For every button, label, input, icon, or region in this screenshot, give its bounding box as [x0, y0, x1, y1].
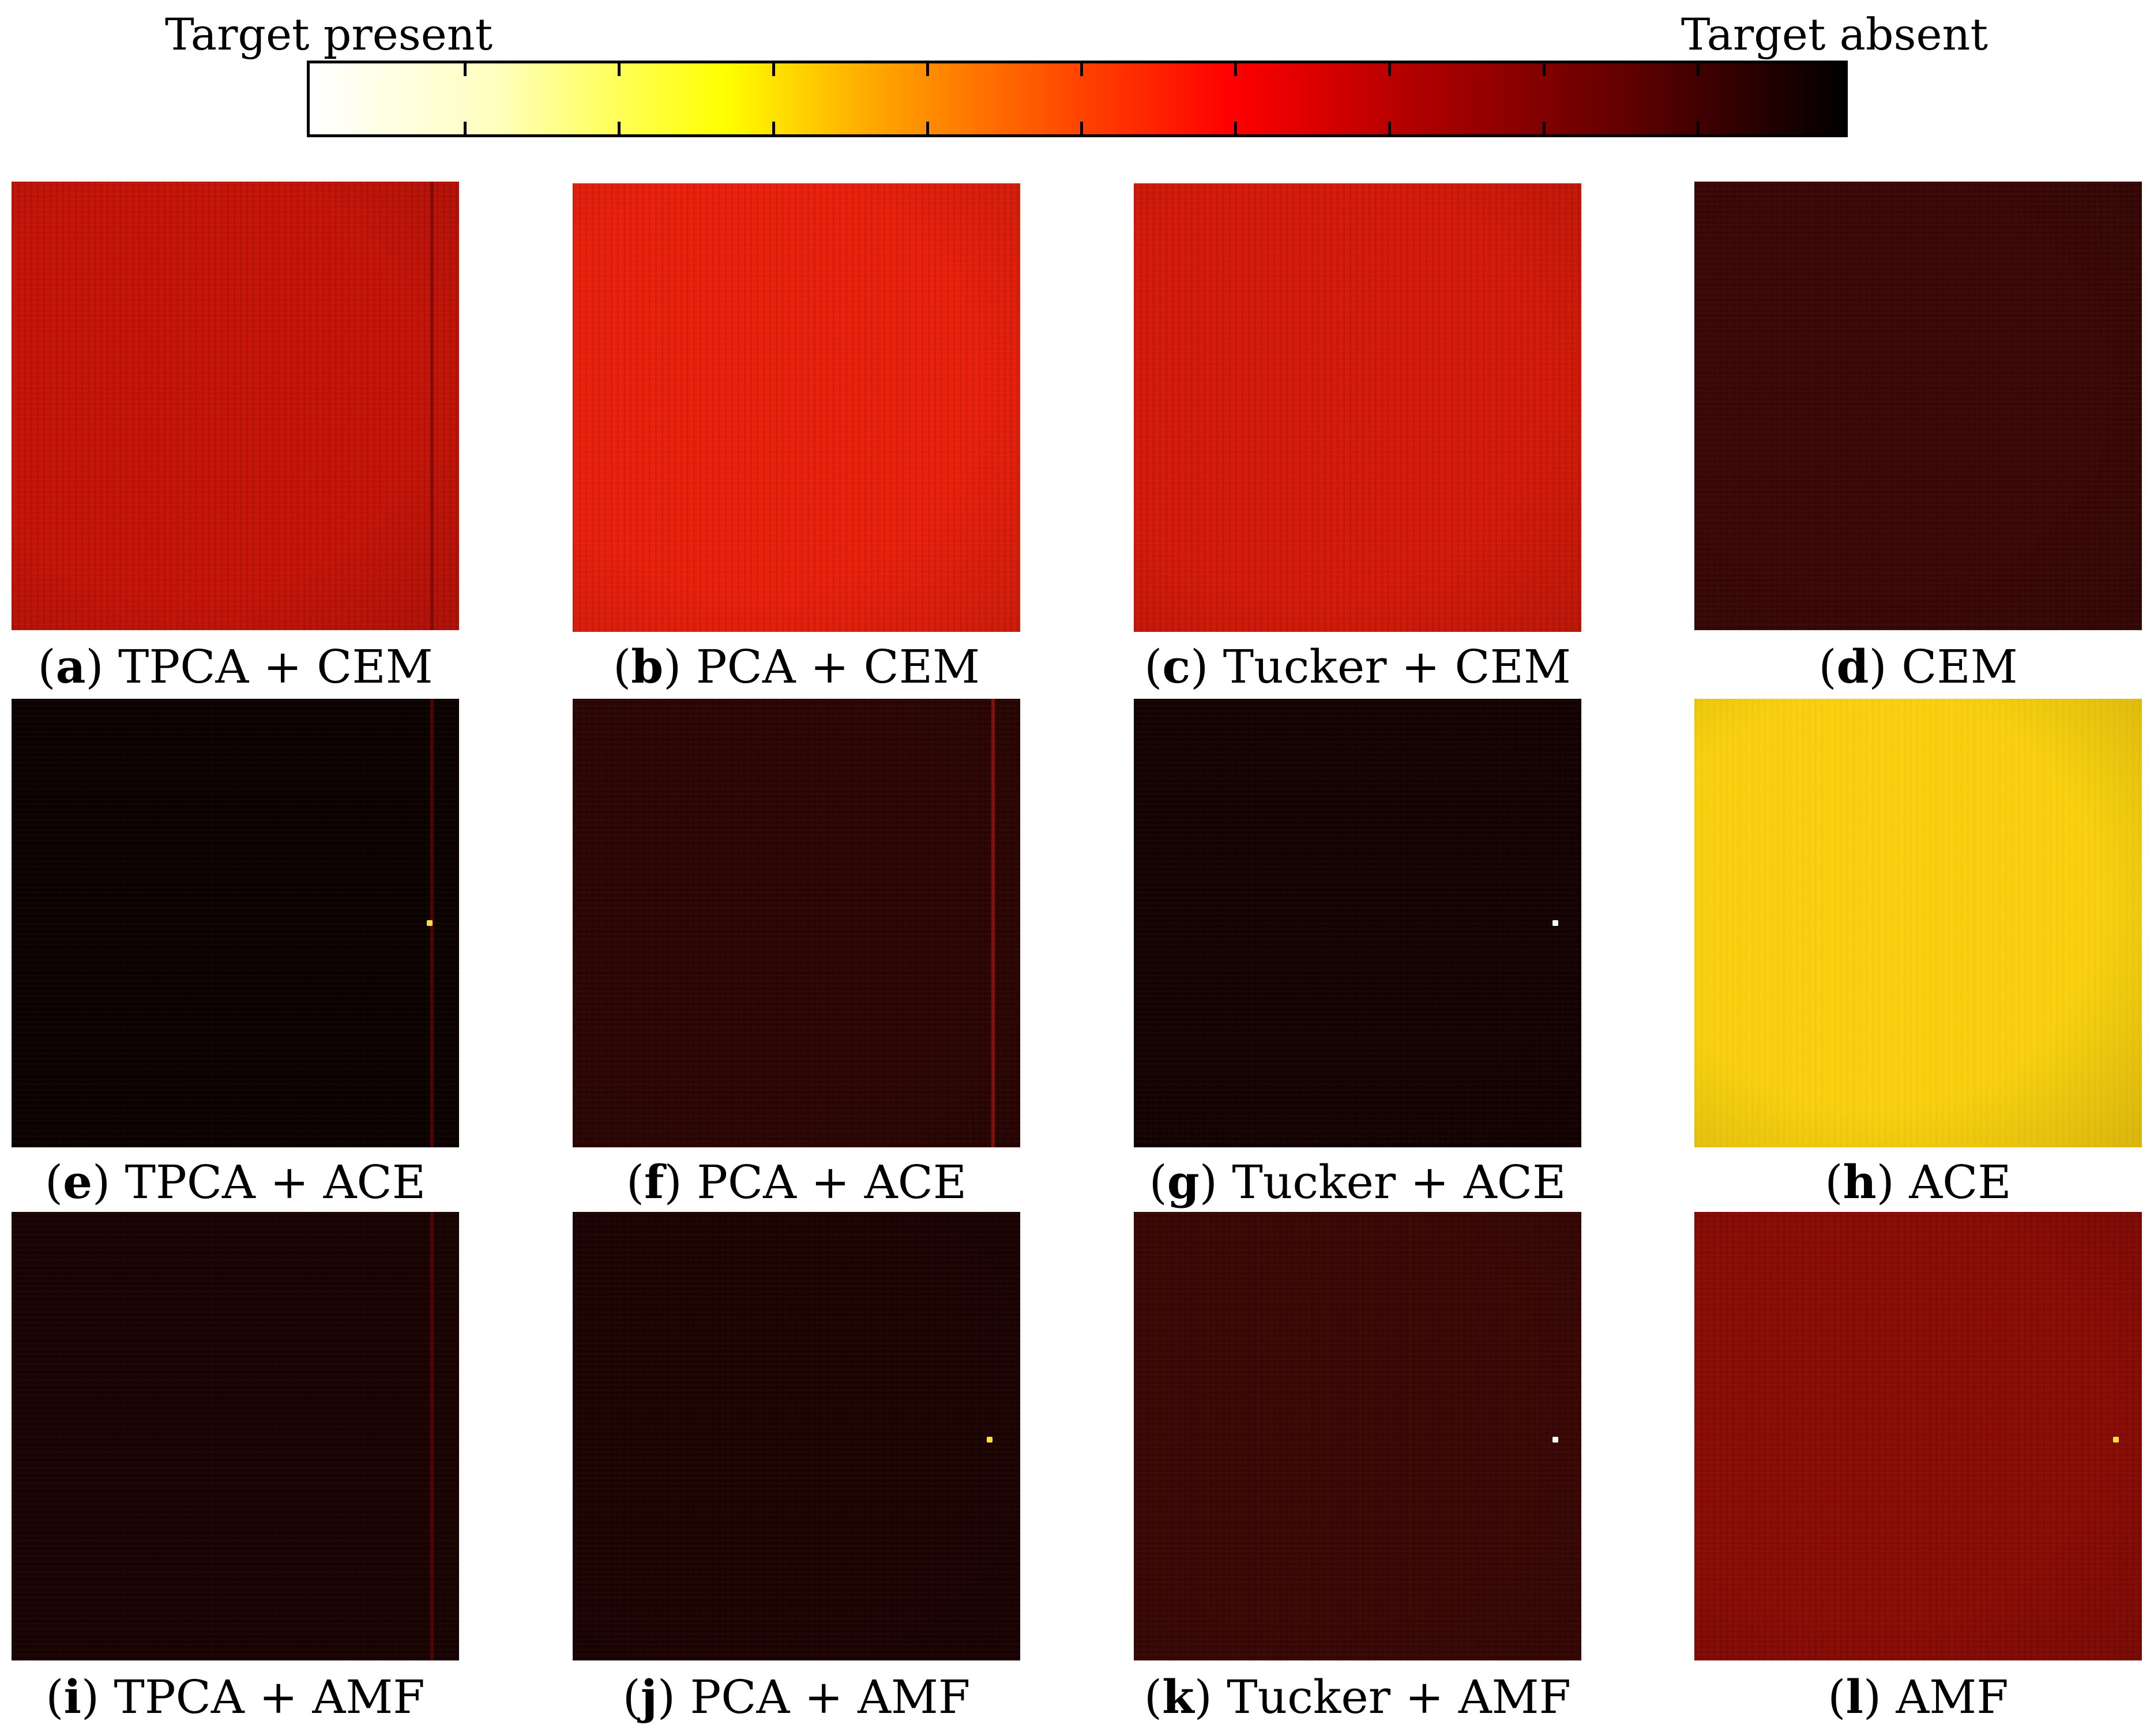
colorbar-tick — [618, 122, 621, 134]
colorbar-tick — [772, 122, 775, 134]
caption-k: (k) Tucker + AMF — [1144, 1670, 1572, 1724]
caption-d: (d) CEM — [1818, 639, 2018, 694]
colorbar-tick — [772, 63, 775, 76]
caption-b: (b) PCA + CEM — [612, 639, 980, 694]
colorbar-tick — [1388, 122, 1391, 134]
colorbar-tick — [1697, 122, 1700, 134]
panel-image-h — [1694, 699, 2142, 1147]
colorbar-tick — [464, 122, 467, 134]
colorbar-tick — [926, 63, 929, 76]
caption-f: (f) PCA + ACE — [626, 1155, 967, 1209]
colorbar-tick — [1543, 63, 1546, 76]
colorbar-tick — [1234, 122, 1237, 134]
panel-fill — [12, 1212, 459, 1660]
panel-image-k — [1134, 1212, 1581, 1660]
caption-i: (i) TPCA + AMF — [46, 1670, 425, 1724]
colorbar-tick — [926, 122, 929, 134]
colorbar-tick — [464, 63, 467, 76]
panel-image-e — [12, 699, 459, 1147]
colorbar-left-label: Target present — [165, 9, 493, 60]
colorbar-tick — [1543, 122, 1546, 134]
colorbar-tick — [1080, 63, 1083, 76]
colorbar-tick — [1080, 122, 1083, 134]
caption-e: (e) TPCA + ACE — [44, 1155, 426, 1209]
panel-image-l — [1694, 1212, 2142, 1660]
panel-fill — [573, 183, 1020, 632]
panel-fill — [1694, 182, 2142, 630]
panel-fill — [1134, 699, 1581, 1147]
panel-image-d — [1694, 182, 2142, 630]
panel-fill — [1694, 1212, 2142, 1660]
panel-fill — [12, 699, 459, 1147]
colorbar — [307, 61, 1848, 137]
panel-image-g — [1134, 699, 1581, 1147]
panel-image-c — [1134, 183, 1581, 632]
colorbar-right-label: Target absent — [1681, 9, 1988, 60]
colorbar-tick — [1234, 63, 1237, 76]
caption-j: (j) PCA + AMF — [622, 1670, 971, 1724]
caption-g: (g) Tucker + ACE — [1149, 1155, 1566, 1209]
panel-fill — [1134, 1212, 1581, 1660]
colorbar-tick — [1697, 63, 1700, 76]
panel-fill — [1134, 183, 1581, 632]
colorbar-tick — [618, 63, 621, 76]
caption-a: (a) TPCA + CEM — [37, 639, 433, 694]
colorbar-tick — [1388, 63, 1391, 76]
panel-image-i — [12, 1212, 459, 1660]
panel-fill — [1694, 699, 2142, 1147]
panel-image-b — [573, 183, 1020, 632]
panel-image-a — [12, 182, 459, 630]
panel-fill — [573, 1212, 1020, 1660]
caption-c: (c) Tucker + CEM — [1144, 639, 1571, 694]
caption-l: (l) AMF — [1828, 1670, 2009, 1724]
panel-image-f — [573, 699, 1020, 1147]
caption-h: (h) ACE — [1825, 1155, 2012, 1209]
panel-image-j — [573, 1212, 1020, 1660]
panel-fill — [12, 182, 459, 630]
panel-fill — [573, 699, 1020, 1147]
